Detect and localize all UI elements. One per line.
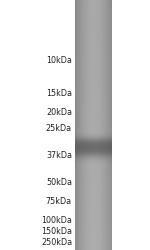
Text: 20kDa: 20kDa — [46, 108, 72, 116]
Text: 75kDa: 75kDa — [46, 196, 72, 205]
Text: 10kDa: 10kDa — [46, 56, 72, 64]
Text: 250kDa: 250kDa — [41, 238, 72, 246]
Text: 15kDa: 15kDa — [46, 88, 72, 98]
Text: 150kDa: 150kDa — [41, 226, 72, 235]
Text: 100kDa: 100kDa — [41, 216, 72, 224]
Text: 50kDa: 50kDa — [46, 178, 72, 186]
Text: 37kDa: 37kDa — [46, 150, 72, 160]
Text: 25kDa: 25kDa — [46, 124, 72, 132]
